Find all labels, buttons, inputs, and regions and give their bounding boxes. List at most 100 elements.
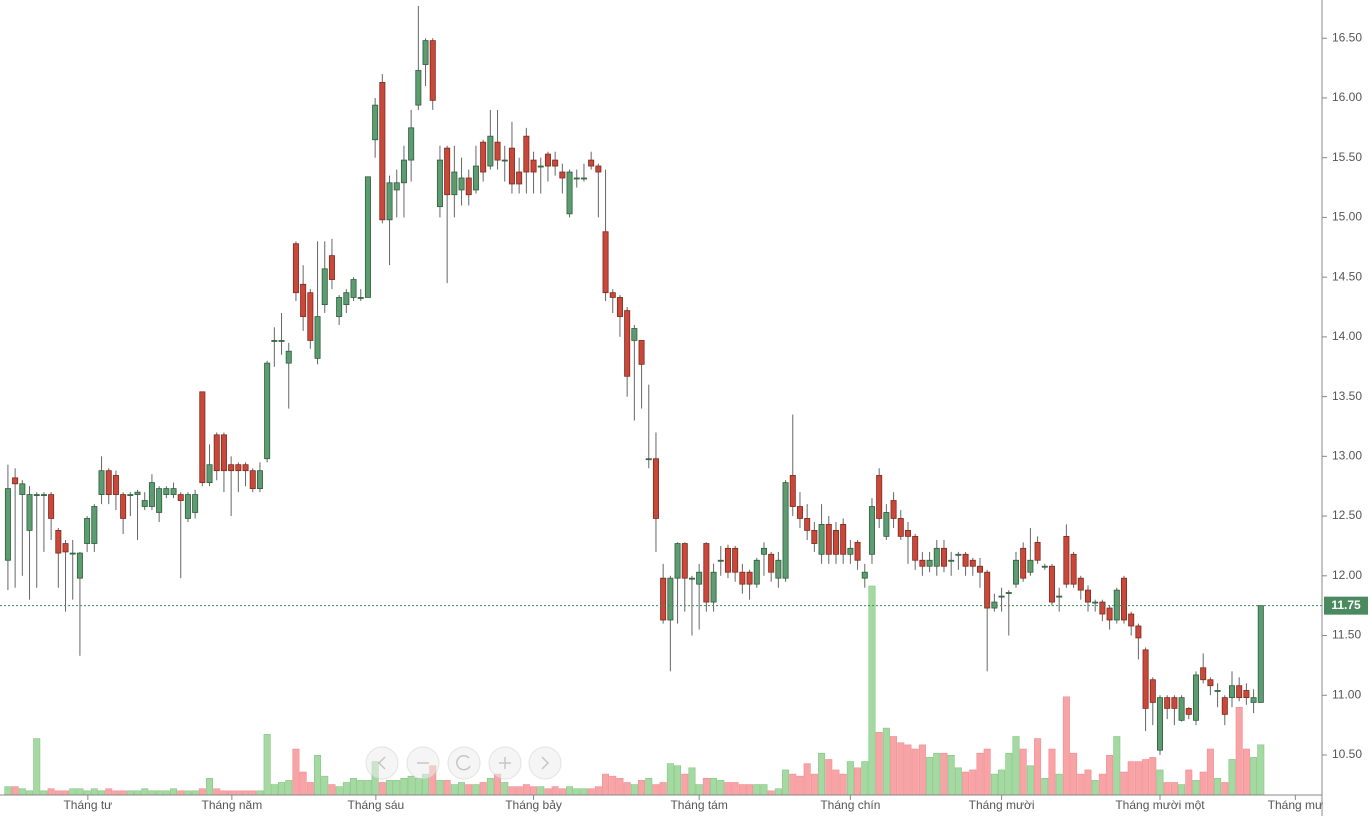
candle-body [458,177,465,191]
candle-body [717,559,724,562]
volume-bar [227,790,235,796]
candle-body [307,292,314,341]
candle-body [105,470,112,495]
volume-bar [580,788,588,796]
volume-bar [998,769,1006,796]
volume-bar [1163,782,1171,796]
candle-body [739,571,746,585]
volume-bar [530,786,538,796]
candle-body [508,147,515,185]
candle-body [760,547,767,555]
x-tick-label: Tháng mư [1268,798,1323,812]
x-tick-label: Tháng tám [670,798,727,812]
candle-body [703,543,710,603]
candle-body [1135,625,1142,639]
volume-bar [782,769,790,796]
volume-bar [458,782,466,796]
candle-body [890,500,897,519]
candle-body [724,547,731,573]
candle-body [494,141,501,161]
reset-button[interactable] [447,746,481,780]
candle-body [141,500,148,507]
candle-body [1192,674,1199,721]
volume-bar [206,777,214,796]
candle-body [516,171,523,185]
x-tick-label: Tháng sáu [348,798,405,812]
volume-bar [810,773,818,796]
volume-bar [90,788,98,796]
volume-bar [69,788,77,796]
volume-bar [954,767,962,796]
y-tick-label: 12.00 [1332,568,1362,582]
volume-bar [350,777,358,796]
candle-body [264,362,271,460]
candle-body [372,104,379,141]
candle-body [91,506,98,544]
candle-body [472,165,479,191]
volume-bar [724,782,732,796]
zoom-out-button[interactable] [406,746,440,780]
candle-body [336,297,343,317]
candle-body [883,512,890,537]
candle-body [1128,613,1135,627]
candle-body [984,571,991,609]
candle-body [919,559,926,567]
volume-bar [774,788,782,796]
volume-bar [263,734,271,796]
volume-bar [76,788,84,796]
volume-bar [256,790,264,796]
candle-body [429,40,436,101]
volume-bar [112,790,120,796]
candle-body [400,159,407,184]
volume-bar [875,731,883,796]
candle-body [480,141,487,173]
candle-body [696,571,703,585]
candle-body [314,316,321,359]
candle-body [1228,685,1235,699]
candle-body [1027,559,1034,573]
volume-bar [515,786,523,796]
volume-bar [674,765,682,796]
volume-bar [1005,752,1013,796]
zoom-controls [365,746,562,780]
candle-body [33,494,40,496]
zoom-in-button[interactable] [488,746,522,780]
candle-body [69,552,76,555]
candle-body [120,494,127,519]
volume-bar [364,780,372,796]
candle-body [847,547,854,555]
scroll-right-button[interactable] [528,746,562,780]
volume-bar [393,780,401,796]
volume-bar [1142,759,1150,796]
volume-bar [854,767,862,796]
volume-bar [213,788,221,796]
candle-body [4,488,11,561]
candle-body [84,518,91,544]
volume-bar [292,748,300,796]
volume-bar [299,771,307,796]
volume-bar [962,771,970,796]
candle-body [1164,697,1171,709]
candle-body [278,340,285,342]
volume-bar [702,777,710,796]
candle-body [379,82,386,221]
candle-body [674,543,681,579]
volume-bar [890,736,898,796]
volume-bar [746,784,754,796]
scroll-left-button[interactable] [365,746,399,780]
volume-bar [609,775,617,796]
volume-bar [407,775,415,796]
volume-bar [220,790,228,796]
candle-body [991,601,998,609]
candle-body [1221,697,1228,715]
volume-bar [1034,738,1042,796]
candle-body [1257,605,1264,703]
candle-body [465,177,472,196]
candle-body [1214,690,1221,692]
candle-body [840,524,847,555]
volume-bar [83,790,91,796]
volume-bar [486,777,494,796]
candle-body [249,470,256,489]
volume-bar [681,773,689,796]
candle-body [386,182,393,221]
